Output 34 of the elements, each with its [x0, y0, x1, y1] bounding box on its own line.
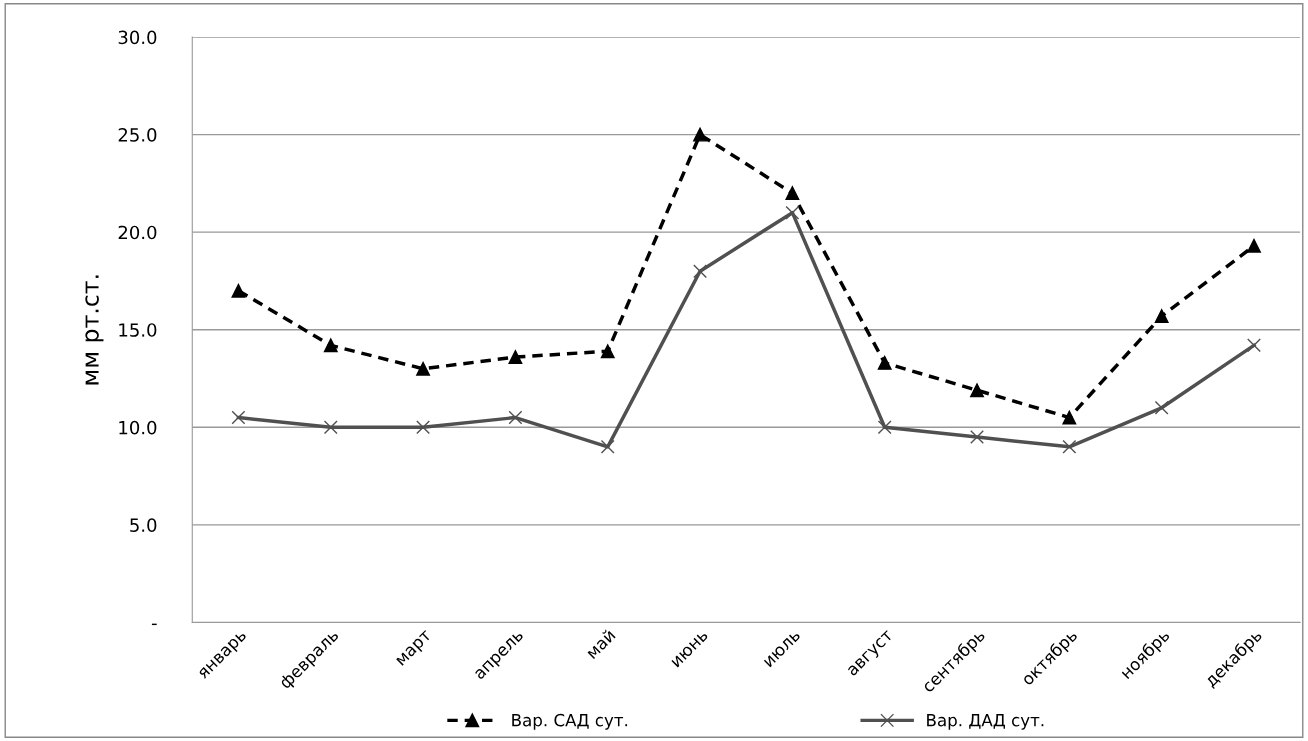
- point: [1247, 238, 1261, 253]
- point: [877, 355, 892, 370]
- y-tick-label: -: [151, 623, 157, 626]
- point: [1062, 410, 1077, 425]
- point: [1154, 400, 1169, 415]
- point: [508, 350, 523, 365]
- y-tick-label: 30.0: [118, 30, 157, 45]
- y-tick-label: 5.0: [130, 518, 157, 532]
- y-tick-label: 25.0: [118, 128, 157, 142]
- point: [1247, 338, 1261, 353]
- legend-label: Вар. САД сут.: [512, 713, 628, 730]
- point: [1154, 309, 1169, 324]
- point: [785, 186, 800, 201]
- point: [600, 439, 615, 454]
- point: [785, 205, 800, 220]
- point: [231, 283, 246, 298]
- y-tick-label: 10.0: [119, 420, 157, 435]
- point: [877, 420, 892, 435]
- point: [970, 430, 984, 445]
- point: [693, 264, 707, 279]
- point: [323, 338, 338, 353]
- point: [1062, 439, 1077, 454]
- point: [231, 410, 246, 425]
- y-axis-title: мм рт.ст.: [85, 275, 104, 385]
- point: [508, 410, 523, 425]
- point: [416, 420, 431, 435]
- point: [416, 361, 431, 376]
- point: [600, 344, 615, 359]
- point: [970, 383, 984, 398]
- y-tick-label: 20.0: [118, 225, 157, 240]
- legend-label: Вар. ДАД сут.: [927, 714, 1044, 730]
- point: [323, 420, 338, 435]
- point: [693, 127, 707, 142]
- y-tick-label: 15.0: [119, 323, 157, 337]
